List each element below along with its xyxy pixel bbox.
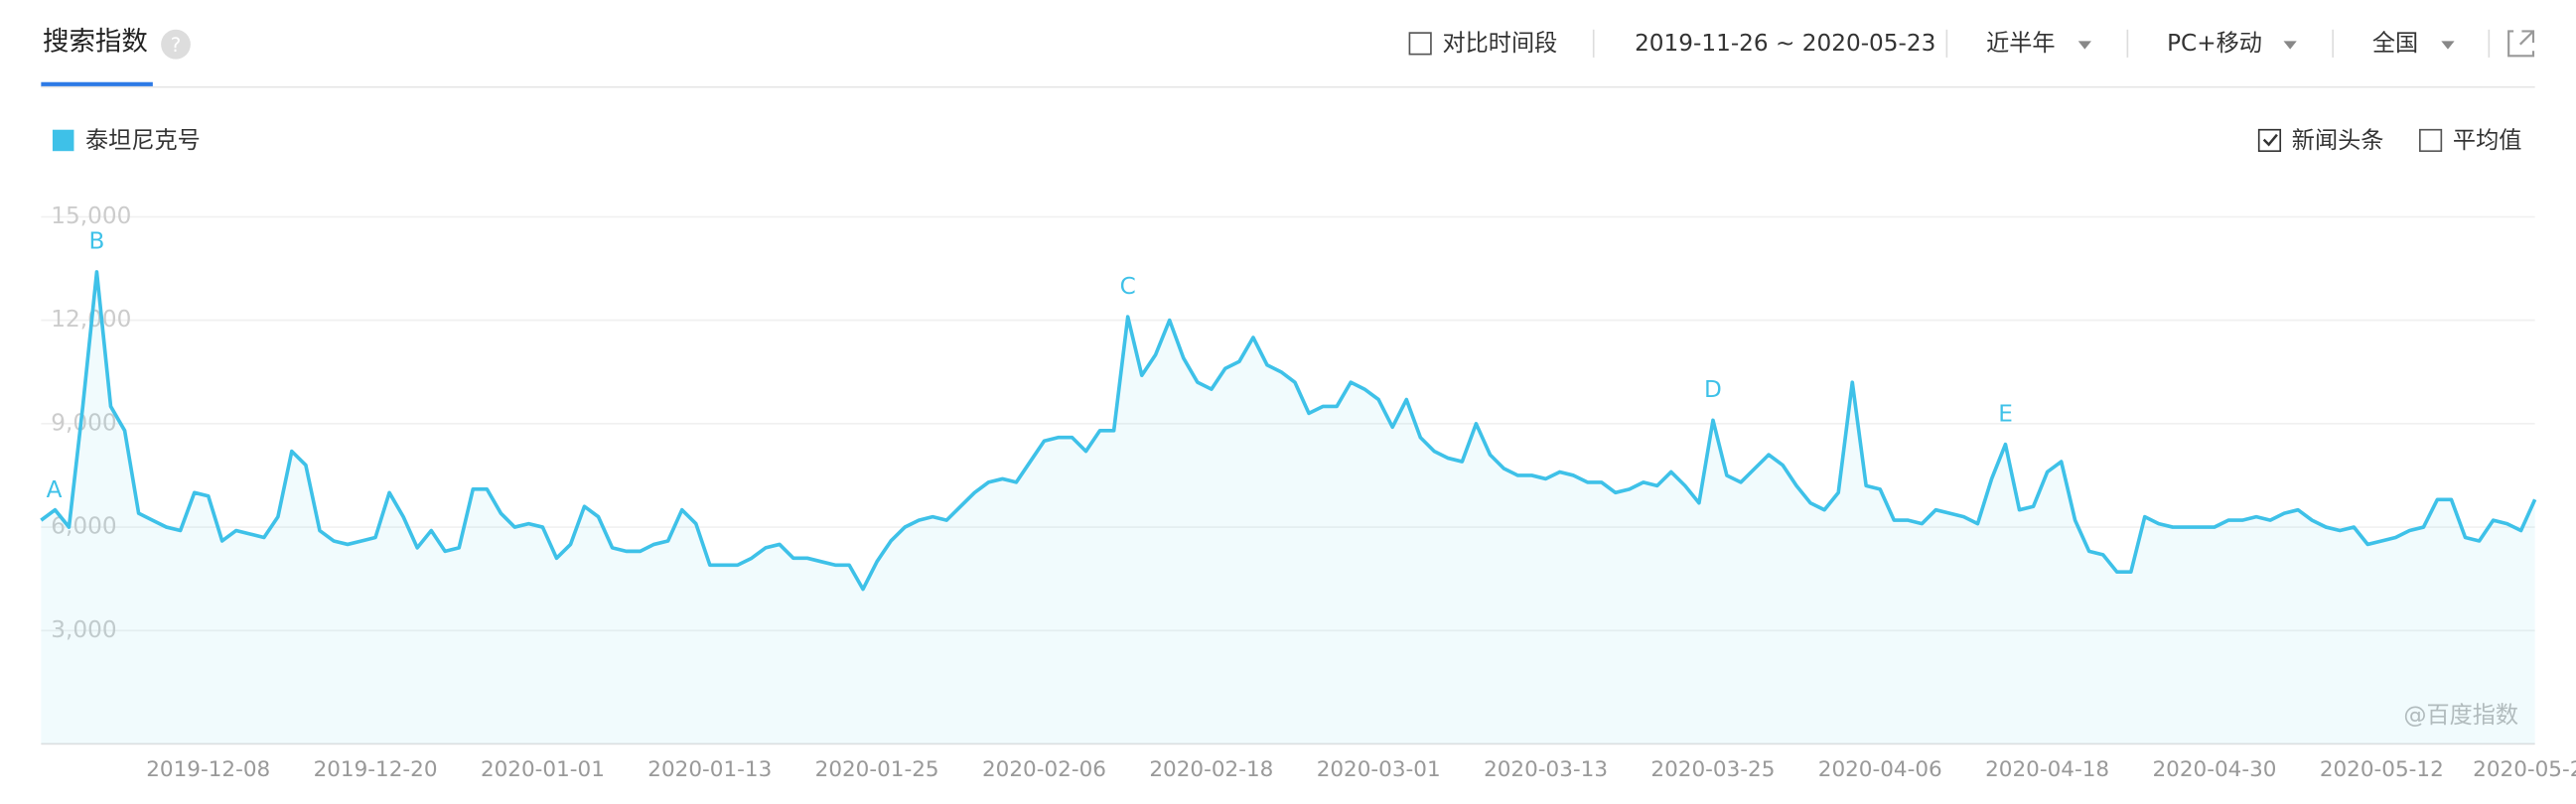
device-select[interactable]: PC+移动 bbox=[2167, 31, 2262, 57]
x-tick-label: 2020-01-13 bbox=[647, 757, 772, 782]
x-tick-label: 2020-02-06 bbox=[982, 757, 1106, 782]
x-tick-label: 2020-01-01 bbox=[481, 757, 605, 782]
help-text: ? bbox=[171, 34, 182, 57]
x-tick-label: 2020-05-12 bbox=[2320, 757, 2444, 782]
average-label[interactable]: 平均值 bbox=[2453, 128, 2521, 154]
region-select[interactable]: 全国 bbox=[2372, 31, 2418, 57]
x-tick-label: 2019-12-08 bbox=[146, 757, 270, 782]
dropdown-arrow bbox=[2077, 41, 2091, 50]
y-tick-label: 15,000 bbox=[51, 203, 131, 229]
y-tick-label: 9,000 bbox=[51, 410, 116, 436]
x-tick-label: 2020-04-30 bbox=[2152, 757, 2276, 782]
annotation: E bbox=[1998, 401, 2013, 427]
compare-label[interactable]: 对比时间段 bbox=[1443, 31, 1558, 57]
check-mark bbox=[2262, 133, 2278, 147]
x-tick-label: 2019-12-20 bbox=[314, 757, 438, 782]
x-tick-label: 2020-01-25 bbox=[815, 757, 939, 782]
tab-title[interactable]: 搜索指数 bbox=[43, 27, 148, 58]
tab-underline bbox=[41, 81, 153, 87]
legend-label[interactable]: 泰坦尼克号 bbox=[85, 128, 201, 154]
x-tick-label: 2020-03-25 bbox=[1650, 757, 1775, 782]
compare-checkbox[interactable] bbox=[1408, 32, 1432, 56]
news-checkbox[interactable] bbox=[2257, 128, 2282, 153]
line bbox=[40, 270, 2537, 592]
watermark: @百度指数 bbox=[2403, 703, 2518, 729]
date-range[interactable]: 2019-11-26 ~ 2020-05-23 bbox=[1635, 31, 1935, 57]
annotation: A bbox=[47, 477, 63, 503]
x-tick-label: 2020-02-18 bbox=[1149, 757, 1273, 782]
x-tick-label: 2020-03-13 bbox=[1484, 757, 1608, 782]
area bbox=[41, 271, 2535, 744]
average-checkbox[interactable] bbox=[2419, 128, 2443, 153]
legend-swatch bbox=[52, 129, 74, 152]
dropdown-arrow bbox=[2283, 41, 2297, 50]
dropdown-arrow bbox=[2441, 41, 2455, 50]
period-select[interactable]: 近半年 bbox=[1986, 31, 2055, 57]
x-tick-label: 2020-03-01 bbox=[1317, 757, 1441, 782]
news-label[interactable]: 新闻头条 bbox=[2292, 128, 2384, 154]
y-tick-label: 3,000 bbox=[51, 617, 116, 643]
x-tick-label: 2020-04-18 bbox=[1985, 757, 2109, 782]
x-tick-label: 2020-05-23 bbox=[2473, 757, 2576, 782]
export-icon[interactable] bbox=[2507, 30, 2535, 58]
x-tick-label: 2020-04-06 bbox=[1818, 757, 1942, 782]
help-icon[interactable] bbox=[161, 29, 191, 60]
annotation: D bbox=[1704, 377, 1722, 403]
annotation: C bbox=[1120, 274, 1136, 300]
annotation: B bbox=[89, 229, 105, 255]
